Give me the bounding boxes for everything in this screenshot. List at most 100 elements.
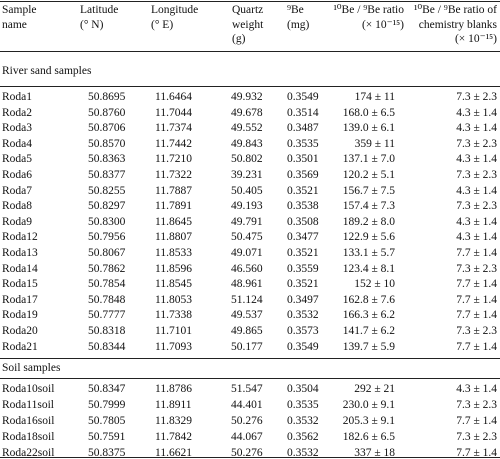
table-cell: 0.3504: [287, 383, 319, 395]
table-cell: 123.4 ± 8.1: [342, 262, 395, 275]
column-header: ¹⁰Be / ⁹Be ratio: [333, 4, 404, 16]
rule: [0, 51, 500, 52]
column-header: Quartz: [232, 4, 264, 16]
column-header: ⁹Be: [287, 4, 304, 16]
table-cell: 11.7322: [155, 169, 192, 181]
table-cell: 50.8318: [88, 325, 126, 337]
table-cell: 11.6621: [155, 447, 192, 459]
table-cell: Roda5: [2, 153, 33, 166]
table-cell: 49.678: [231, 106, 263, 119]
table-cell: 11.6464: [155, 91, 192, 103]
table-cell: 49.791: [231, 215, 263, 228]
table-cell: 50.7999: [88, 399, 126, 411]
table-cell: 0.3569: [287, 169, 319, 181]
table-cell: 50.8375: [88, 447, 126, 459]
table-cell: 49.932: [231, 91, 263, 103]
table-cell: 7.3 ± 2.3: [456, 399, 497, 411]
table-cell: 50.7805: [88, 415, 126, 427]
table-cell: 141.7 ± 6.2: [342, 325, 395, 337]
table-cell: 7.3 ± 2.3: [456, 431, 497, 443]
table-cell: 7.7 ± 1.4: [456, 415, 497, 427]
table-cell: Roda7: [2, 184, 33, 197]
table-cell: Roda1: [2, 91, 33, 103]
table-cell: 0.3538: [287, 200, 319, 213]
table-cell: 166.3 ± 6.2: [342, 309, 395, 322]
table-cell: 11.7044: [155, 106, 192, 119]
table-cell: 0.3521: [287, 184, 319, 197]
table-cell: 11.7338: [155, 309, 192, 322]
rule: [0, 358, 500, 359]
table-cell: 0.3521: [287, 247, 319, 259]
table-cell: 11.7442: [155, 137, 192, 150]
table-cell: Roda16soil: [2, 415, 55, 427]
table-cell: 152 ± 10: [354, 278, 395, 291]
table-cell: 50.8363: [88, 153, 126, 166]
table-cell: 11.8533: [155, 247, 192, 259]
table-cell: 120.2 ± 5.1: [342, 169, 395, 181]
table-cell: 50.7854: [88, 278, 126, 291]
table-cell: 157.4 ± 7.3: [342, 200, 395, 213]
table-cell: 11.7101: [155, 325, 192, 337]
table-cell: 11.7374: [155, 122, 192, 135]
table-cell: 0.3535: [287, 137, 319, 150]
table-cell: 7.7 ± 1.4: [456, 278, 497, 291]
table-cell: 39.231: [231, 169, 263, 181]
table-cell: 0.3508: [287, 215, 319, 228]
table-cell: Roda17: [2, 293, 38, 306]
table-cell: 50.802: [231, 153, 263, 166]
table-cell: 50.8377: [88, 169, 126, 181]
table-cell: 7.3 ± 2.3: [456, 262, 497, 275]
table-cell: 50.8347: [88, 383, 126, 395]
table-cell: 11.8596: [155, 262, 192, 275]
column-header: weight: [232, 18, 264, 31]
table-cell: 0.3532: [287, 447, 319, 459]
table-cell: Roda2: [2, 106, 33, 119]
table-cell: 11.7210: [155, 153, 192, 166]
table-cell: 182.6 ± 6.5: [342, 431, 395, 443]
column-header: chemistry blanks: [418, 18, 497, 31]
table-cell: 7.7 ± 1.4: [456, 247, 497, 259]
table-cell: 49.193: [231, 200, 263, 213]
table-cell: 11.8545: [155, 278, 192, 291]
table-cell: 46.560: [231, 262, 263, 275]
table-cell: 0.3573: [287, 325, 319, 337]
table-cell: 0.3487: [287, 122, 319, 135]
table-cell: 50.7591: [88, 431, 126, 443]
column-header: (× 10⁻¹⁵): [361, 18, 404, 31]
table-cell: Roda6: [2, 169, 33, 181]
table-cell: 49.865: [231, 325, 263, 337]
table-cell: 11.8911: [155, 399, 192, 411]
rule: [0, 378, 500, 379]
table-cell: Roda14: [2, 262, 38, 275]
table-cell: 137.1 ± 7.0: [342, 153, 395, 166]
rule: [0, 1, 500, 2]
table-cell: Roda10soil: [2, 383, 55, 395]
table-cell: 11.7093: [155, 340, 192, 353]
table-cell: 0.3535: [287, 399, 319, 411]
table-cell: 0.3521: [287, 278, 319, 291]
table-cell: 0.3532: [287, 309, 319, 322]
table-cell: 11.7842: [155, 431, 192, 443]
table-cell: 50.276: [231, 447, 263, 459]
table-cell: Roda18soil: [2, 431, 55, 443]
table-cell: 7.3 ± 2.3: [456, 137, 497, 150]
table-cell: Roda21: [2, 340, 38, 353]
table-cell: 0.3559: [287, 262, 319, 275]
table-cell: 48.961: [231, 278, 263, 291]
table-cell: Roda22soil: [2, 447, 55, 459]
table-cell: 7.7 ± 1.4: [456, 309, 497, 322]
table-cell: 4.3 ± 1.4: [456, 383, 497, 395]
table-cell: 11.7891: [155, 200, 192, 213]
table-cell: Roda20: [2, 325, 38, 337]
table-cell: 11.8053: [155, 293, 192, 306]
table-cell: 4.3 ± 1.4: [456, 106, 497, 119]
table-cell: 230.0 ± 9.1: [342, 399, 395, 411]
section-title: Soil samples: [2, 362, 61, 374]
table-cell: 11.8645: [155, 215, 192, 228]
column-header: (° E): [151, 18, 174, 31]
table-cell: 7.7 ± 1.4: [456, 447, 497, 459]
table-cell: 51.124: [231, 293, 263, 306]
table-cell: 292 ± 21: [354, 383, 395, 395]
table-cell: Roda15: [2, 278, 38, 291]
